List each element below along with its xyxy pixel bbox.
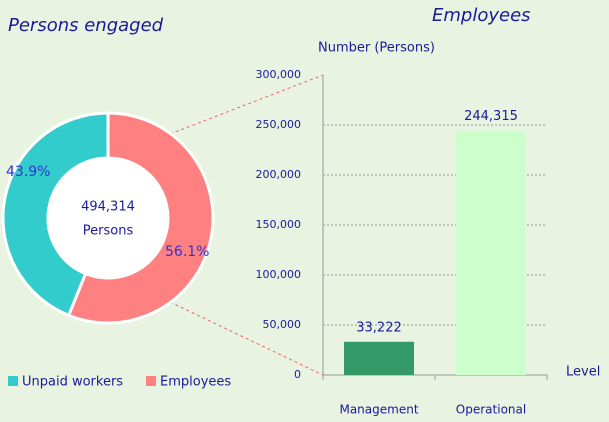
donut-hole (49, 159, 167, 277)
x-axis-label: Level (566, 365, 600, 380)
donut-slice (66, 111, 215, 325)
center-text: Persons (83, 224, 134, 239)
legend-label: Employees (160, 375, 231, 390)
donut-title: Persons engaged (8, 15, 164, 36)
y-tick-label: 0 (294, 368, 301, 381)
bar-label: 33,222 (356, 320, 402, 335)
legend-label: Unpaid workers (22, 375, 123, 390)
donut-slice (1, 111, 110, 318)
bar-label: 244,315 (464, 109, 518, 124)
slice-label: 43.9% (6, 164, 50, 180)
y-tick-label: 100,000 (256, 268, 302, 281)
y-tick-label: 150,000 (256, 218, 302, 231)
connector (169, 301, 324, 376)
center-text: 494,314 (81, 200, 135, 215)
bar (344, 341, 414, 375)
y-axis-label: Number (Persons) (318, 41, 435, 56)
y-tick-label: 300,000 (256, 68, 302, 81)
bar-title: Employees (432, 5, 531, 26)
legend-swatch (146, 376, 156, 386)
y-tick-label: 200,000 (256, 168, 302, 181)
bar (456, 130, 526, 375)
x-tick-label: Management (339, 403, 418, 417)
slice-label: 56.1% (165, 244, 209, 260)
y-tick-label: 50,000 (263, 318, 302, 331)
legend-swatch (8, 376, 18, 386)
y-tick-label: 250,000 (256, 118, 302, 131)
x-tick-label: Operational (456, 403, 526, 417)
